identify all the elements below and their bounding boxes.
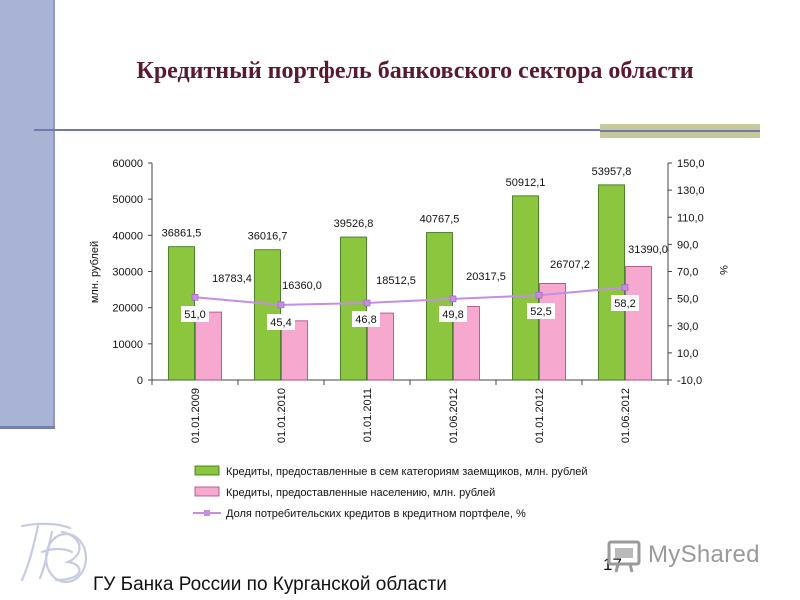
data-label-total-credits: 50912,1: [506, 177, 546, 189]
consumer-share-line: [194, 286, 626, 306]
left-tick-label: 20000: [112, 303, 143, 315]
data-label-consumer-share: 49,8: [442, 309, 463, 321]
data-label-consumer-share: 46,8: [355, 314, 376, 326]
left-tick-label: 60000: [112, 158, 143, 170]
legend-marker-consumer-share: [204, 510, 210, 516]
legend-swatch-total-credits: [194, 465, 220, 476]
x-category-label: 01.01.2011: [362, 388, 374, 442]
title-rule: [34, 129, 760, 131]
data-label-consumer-share: 52,5: [530, 306, 551, 318]
right-tick-label: -10,0: [677, 375, 702, 387]
bar-total-credits: [340, 236, 367, 381]
x-category-label: 01.01.2009: [190, 388, 202, 443]
right-tick-label: 70,0: [677, 267, 698, 279]
x-category-label: 01.01.2010: [276, 388, 288, 443]
bank-logo-icon: [12, 518, 94, 591]
data-label-population-credits: 18783,4: [212, 273, 252, 285]
left-tick-label: 50000: [112, 194, 143, 206]
data-label-population-credits: 26707,2: [550, 259, 590, 271]
data-label-population-credits: 20317,5: [466, 271, 506, 283]
legend-swatch-population-credits: [194, 486, 220, 497]
data-label-total-credits: 53957,8: [592, 166, 632, 178]
x-category-label: 01.01.2012: [534, 388, 546, 443]
decorative-side-bar-edge: [0, 426, 55, 429]
data-label-consumer-share: 58,2: [614, 298, 635, 310]
legend-label-population-credits: Кредиты, предоставленные населению, млн.…: [226, 487, 495, 499]
consumer-share-point: [363, 299, 371, 307]
footer-text: ГУ Банка России по Курганской области: [93, 574, 447, 595]
y-axis-left-title: млн. рублей: [89, 241, 101, 303]
bar-population-credits: [539, 283, 566, 381]
right-tick-label: 110,0: [677, 212, 704, 224]
consumer-share-point: [621, 284, 629, 291]
data-label-total-credits: 40767,5: [420, 214, 460, 226]
data-label-population-credits: 16360,0: [282, 280, 322, 292]
decorative-accent-line: [600, 130, 760, 132]
decorative-side-bar: [0, 0, 55, 428]
x-category-label: 01.06.2012: [448, 388, 460, 443]
consumer-share-point: [535, 291, 543, 299]
bar-population-credits: [625, 266, 652, 381]
consumer-share-point: [277, 301, 285, 309]
left-tick-label: 10000: [112, 339, 143, 351]
right-tick-label: 150,0: [677, 158, 705, 170]
bar-population-credits: [195, 311, 222, 381]
consumer-share-point: [449, 295, 457, 303]
consumer-share-label-box: [527, 303, 555, 319]
data-label-total-credits: 39526,8: [334, 218, 374, 230]
consumer-share-label-box: [352, 311, 380, 327]
data-label-consumer-share: 51,0: [184, 309, 205, 321]
y-axis-right-title: %: [717, 265, 729, 275]
data-label-consumer-share: 45,4: [270, 317, 291, 329]
data-label-total-credits: 36861,5: [162, 228, 202, 240]
right-tick-label: 50,0: [677, 294, 698, 306]
right-tick-label: 10,0: [677, 348, 698, 360]
left-tick-label: 40000: [112, 230, 143, 242]
left-tick-label: 30000: [112, 267, 143, 279]
data-label-total-credits: 36016,7: [248, 231, 288, 243]
data-label-population-credits: 31390,0: [628, 244, 668, 256]
left-tick-label: 0: [137, 375, 143, 387]
consumer-share-point: [191, 293, 199, 301]
bar-population-credits: [281, 320, 308, 381]
right-tick-label: 130,0: [677, 185, 705, 197]
watermark-icon: [606, 539, 644, 580]
bar-total-credits: [598, 184, 625, 381]
right-tick-label: 90,0: [677, 239, 698, 251]
right-tick-label: 30,0: [677, 321, 698, 333]
bar-total-credits: [512, 195, 539, 381]
legend-label-consumer-share: Доля потребительских кредитов в кредитно…: [226, 508, 526, 520]
consumer-share-label-box: [267, 314, 295, 330]
data-label-population-credits: 18512,5: [376, 275, 416, 287]
legend-label-total-credits: Кредиты, предоставленные в сем категория…: [226, 466, 588, 478]
watermark-text: MyShared: [648, 541, 760, 568]
consumer-share-label-box: [181, 306, 209, 322]
slide-title: Кредитный портфель банковского сектора о…: [136, 58, 694, 84]
consumer-share-label-box: [611, 295, 639, 311]
x-category-label: 01.06.2012: [620, 388, 632, 443]
consumer-share-label-box: [439, 306, 467, 322]
